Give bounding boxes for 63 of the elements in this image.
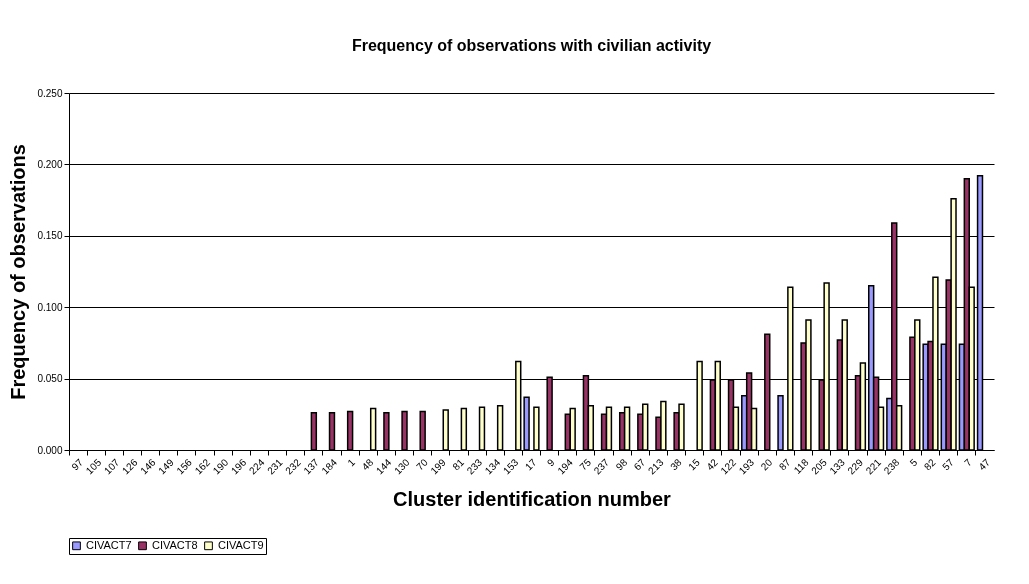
x-tick-label: 87 [776,456,793,473]
x-tick-label: 137 [301,456,322,477]
x-tick-label: 221 [863,456,884,477]
x-tick-label: 75 [577,456,594,473]
x-tick-label: 144 [373,456,394,477]
y-axis-title: Frequency of observations [7,144,30,400]
x-tick-label: 48 [359,456,376,473]
x-tick-label: 193 [736,456,757,477]
x-tick-label: 149 [156,456,177,477]
x-tick-label: 47 [976,456,993,473]
x-tick-label: 146 [138,456,158,477]
x-tick-label: 190 [210,456,231,477]
y-tick-label: 0.150 [37,230,63,242]
y-tick-label: 0.100 [37,301,63,313]
legend-label: CIVACT7 [86,538,132,551]
x-tick-label: 238 [881,456,902,477]
x-tick-label: 7 [962,456,975,469]
x-tick-label: 15 [686,456,703,473]
x-tick-label: 98 [613,456,630,473]
x-tick-label: 194 [555,456,576,477]
x-tick-label: 231 [265,456,285,477]
x-tick-label: 126 [119,456,140,477]
x-tick-label: 196 [228,456,249,477]
x-tick-label: 70 [414,456,431,473]
x-tick-label: 107 [101,456,122,477]
x-tick-label: 233 [464,456,485,477]
x-tick-label: 67 [631,456,648,473]
x-tick-label: 153 [500,456,521,477]
y-tick-label: 0.200 [37,158,63,170]
chart-title: Frequency of observations with civilian activity [351,37,712,54]
x-tick-label: 122 [718,456,739,477]
x-tick-label: 81 [450,456,467,473]
x-axis-title: Cluster identification number [393,488,672,511]
x-tick-label: 5 [907,456,920,469]
x-tick-label: 9 [545,456,558,469]
x-tick-label: 199 [428,456,449,477]
x-tick-label: 130 [392,456,412,477]
x-tick-label: 205 [809,456,830,477]
x-tick-label: 82 [921,456,938,473]
y-tick-label: 0.000 [37,444,63,456]
legend-label: CIVACT9 [218,538,264,551]
x-tick-label: 17 [522,456,539,473]
y-tick-label: 0.250 [37,87,63,99]
x-tick-label: 156 [174,456,195,477]
x-tick-label: 184 [319,456,340,477]
x-tick-label: 237 [591,456,612,477]
x-tick-label: 20 [758,456,775,473]
x-tick-label: 1 [345,456,358,469]
x-tick-label: 224 [246,456,267,477]
x-tick-label: 105 [83,456,104,477]
x-tick-label: 232 [283,456,304,477]
x-tick-label: 38 [668,456,684,473]
x-tick-label: 97 [69,456,86,473]
x-tick-label: 213 [645,456,666,477]
x-tick-label: 57 [940,456,957,473]
x-tick-label: 118 [791,456,811,476]
x-tick-label: 229 [845,456,866,477]
y-tick-label: 0.050 [37,373,63,385]
legend-label: CIVACT8 [152,538,198,551]
x-tick-label: 133 [827,456,848,477]
x-tick-label: 134 [482,456,503,477]
x-tick-label: 162 [192,456,213,477]
x-tick-label: 42 [704,456,721,473]
